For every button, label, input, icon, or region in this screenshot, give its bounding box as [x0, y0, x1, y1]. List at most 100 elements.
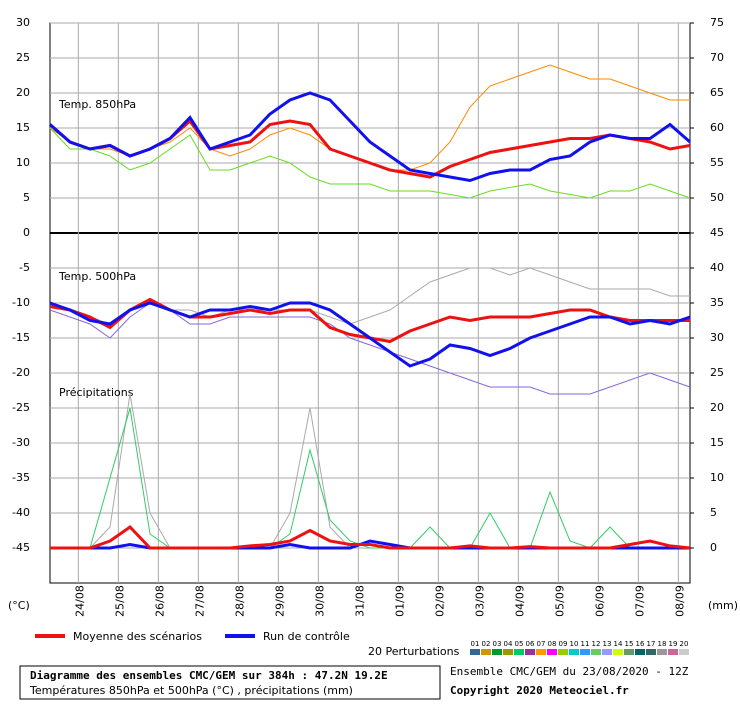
panel-label: Précipitations — [59, 386, 134, 399]
x-tick-label: 29/08 — [273, 585, 286, 617]
x-tick-label: 07/09 — [633, 585, 646, 617]
y2-tick-label: 45 — [710, 226, 724, 239]
y2-tick-label: 0 — [710, 541, 717, 554]
perturbation-swatch — [547, 649, 557, 655]
y2-tick-label: 55 — [710, 156, 724, 169]
perturbation-swatch — [679, 649, 689, 655]
y2-tick-label: 25 — [710, 366, 724, 379]
footer-subtitle: Températures 850hPa et 500hPa (°C) , pré… — [29, 684, 353, 697]
y2-tick-label: 35 — [710, 296, 724, 309]
copyright: Copyright 2020 Meteociel.fr — [450, 684, 629, 697]
x-tick-label: 31/08 — [353, 585, 366, 617]
x-tick-label: 24/08 — [73, 585, 86, 617]
x-tick-label: 01/09 — [393, 585, 406, 617]
panel-label: Temp. 850hPa — [58, 98, 136, 111]
x-tick-label: 27/08 — [193, 585, 206, 617]
y2-tick-label: 75 — [710, 16, 724, 29]
perturbation-swatch — [536, 649, 546, 655]
y-tick-label: 25 — [16, 51, 30, 64]
y2-tick-label: 70 — [710, 51, 724, 64]
panel-label: Temp. 500hPa — [58, 270, 136, 283]
y-tick-label: -5 — [19, 261, 30, 274]
y2-tick-label: 20 — [710, 401, 724, 414]
y-tick-label: 20 — [16, 86, 30, 99]
y2-tick-label: 30 — [710, 331, 724, 344]
y2-tick-label: 40 — [710, 261, 724, 274]
perturbation-swatch — [635, 649, 645, 655]
x-tick-label: 08/09 — [673, 585, 686, 617]
perturbation-swatch — [668, 649, 678, 655]
y2-axis-label: (mm) — [708, 599, 738, 612]
perturbation-swatch — [470, 649, 480, 655]
perturbation-number: 12 — [592, 640, 601, 648]
y-tick-label: 5 — [23, 191, 30, 204]
perturbation-number: 05 — [515, 640, 524, 648]
y2-tick-label: 5 — [710, 506, 717, 519]
perturbation-number: 17 — [647, 640, 656, 648]
perturbation-swatch — [492, 649, 502, 655]
y-tick-label: -35 — [12, 471, 30, 484]
perturbation-swatch — [569, 649, 579, 655]
perturbation-number: 08 — [548, 640, 557, 648]
y-tick-label: -20 — [12, 366, 30, 379]
perturbation-swatch — [602, 649, 612, 655]
y2-tick-label: 60 — [710, 121, 724, 134]
x-tick-label: 02/09 — [433, 585, 446, 617]
y2-tick-label: 65 — [710, 86, 724, 99]
perturbation-swatch — [481, 649, 491, 655]
y-tick-label: 30 — [16, 16, 30, 29]
x-tick-label: 30/08 — [313, 585, 326, 617]
y2-tick-label: 10 — [710, 471, 724, 484]
perturbation-number: 10 — [570, 640, 579, 648]
perturbation-number: 20 — [680, 640, 689, 648]
y-tick-label: 0 — [23, 226, 30, 239]
perturbation-number: 18 — [658, 640, 667, 648]
perturbation-number: 09 — [559, 640, 568, 648]
x-tick-label: 26/08 — [153, 585, 166, 617]
perturbation-swatch — [525, 649, 535, 655]
perturbation-number: 03 — [493, 640, 502, 648]
perturbation-number: 02 — [482, 640, 491, 648]
run-info: Ensemble CMC/GEM du 23/08/2020 - 12Z — [450, 665, 689, 678]
y-tick-label: -25 — [12, 401, 30, 414]
footer-box — [19, 665, 441, 700]
y-tick-label: -40 — [12, 506, 30, 519]
series-line — [49, 301, 691, 368]
y-tick-label: -15 — [12, 331, 30, 344]
footer-title: Diagramme des ensembles CMC/GEM sur 384h… — [30, 669, 388, 682]
perturbation-number: 15 — [625, 640, 634, 648]
perturbation-swatch — [580, 649, 590, 655]
perturbation-swatch — [514, 649, 524, 655]
x-tick-label: 03/09 — [473, 585, 486, 617]
perturbation-number: 06 — [526, 640, 535, 648]
x-tick-label: 06/09 — [593, 585, 606, 617]
y2-tick-label: 50 — [710, 191, 724, 204]
perturbation-number: 14 — [614, 640, 623, 648]
perturbation-swatch — [558, 649, 568, 655]
x-tick-label: 04/09 — [513, 585, 526, 617]
y-axis-label: (°C) — [8, 599, 30, 612]
perturbation-number: 07 — [537, 640, 546, 648]
perturbation-swatch — [591, 649, 601, 655]
y-tick-label: -10 — [12, 296, 30, 309]
y2-tick-label: 15 — [710, 436, 724, 449]
perturbation-number: 01 — [471, 640, 480, 648]
series-line — [50, 525, 691, 550]
perturbation-number: 13 — [603, 640, 612, 648]
perturbation-swatch — [657, 649, 667, 655]
perturbation-number: 11 — [581, 640, 590, 648]
legend-label: Moyenne des scénarios — [73, 630, 202, 643]
perturbation-number: 04 — [504, 640, 513, 648]
y-tick-label: -30 — [12, 436, 30, 449]
y-tick-label: -45 — [12, 541, 30, 554]
series-line — [49, 91, 691, 183]
legend-label: Run de contrôle — [263, 630, 350, 643]
x-tick-label: 28/08 — [233, 585, 246, 617]
x-tick-label: 25/08 — [113, 585, 126, 617]
y-tick-label: 15 — [16, 121, 30, 134]
perturbation-swatch — [503, 649, 513, 655]
y-tick-label: 10 — [16, 156, 30, 169]
x-tick-label: 05/09 — [553, 585, 566, 617]
series-line — [50, 407, 690, 549]
